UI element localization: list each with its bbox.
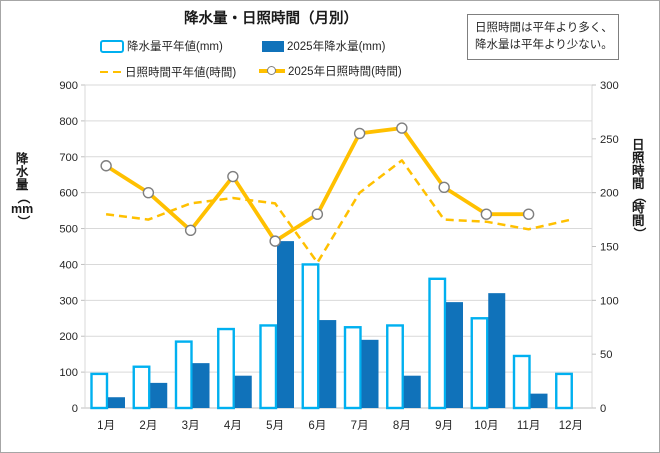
line-sunshine-2025 [104, 126, 531, 243]
marker-sunshine-2025 [100, 160, 112, 172]
axis-title-char: 時 [632, 201, 645, 215]
bar-precip-2025 [446, 302, 463, 408]
x-tick-label: 2月 [139, 420, 157, 432]
line-sunshine-normal [105, 159, 572, 264]
x-tick-label: 5月 [266, 420, 284, 432]
bar-precip-normal [470, 317, 489, 410]
annotation-note-box: 日照時間は平年より多く、 降水量は平年より少ない。 [467, 14, 619, 60]
x-tick-label: 7月 [351, 420, 369, 432]
precip-2025-swatch-icon [262, 40, 284, 52]
y-left-tick-label: 800 [59, 116, 78, 128]
axis-title-char: （ [15, 191, 30, 204]
marker-sunshine-2025 [353, 127, 366, 140]
note-line-1: 日照時間は平年より多く、 [475, 22, 613, 34]
y-left-tick-label: 400 [59, 259, 78, 271]
bar-precip-normal [217, 327, 235, 410]
y-right-tick-label: 250 [600, 134, 619, 146]
sunshine-normal-dash-icon [100, 70, 122, 74]
bar-precip-2025 [403, 375, 421, 408]
axis-title-char: 量 [15, 178, 29, 192]
precip-normal-swatch-icon [100, 39, 124, 53]
bar-precip-normal [174, 340, 193, 410]
bar-precip-2025 [150, 382, 168, 408]
legend-item-precip-2025: 2025年降水量(mm) [262, 38, 385, 54]
marker-sunshine-2025 [269, 235, 281, 247]
x-tick-label: 11月 [517, 420, 540, 432]
y-left-tick-label: 700 [59, 152, 78, 164]
legend-item-sunshine-normal: 日照時間平年値(時間) [100, 64, 236, 80]
bar-precip-normal [428, 277, 447, 410]
bar-precip-normal [343, 326, 362, 410]
bar-precip-normal [301, 263, 320, 410]
legend-label-precip-normal: 降水量平年値(mm) [127, 41, 223, 53]
axis-title-char: 降 [15, 152, 29, 166]
marker-sunshine-2025 [438, 181, 450, 193]
legend-item-precip-normal: 降水量平年値(mm) [100, 38, 223, 54]
marker-sunshine-2025 [142, 186, 155, 199]
bar-precip-2025 [319, 320, 337, 408]
x-tick-label: 4月 [224, 420, 242, 432]
bar-precip-normal [90, 372, 109, 410]
marker-sunshine-2025 [480, 208, 493, 220]
legend-label-sunshine-2025: 2025年日照時間(時間) [288, 66, 402, 78]
chart-title: 降水量・日照時間（月別） [184, 11, 358, 27]
y-right-tick-label: 50 [600, 349, 612, 361]
bar-precip-2025 [277, 241, 294, 408]
bar-precip-normal [555, 372, 573, 410]
axis-title-char: 時 [632, 164, 645, 178]
y-left-tick-label: 200 [59, 331, 78, 343]
bar-precip-normal [259, 324, 278, 410]
x-tick-label: 3月 [182, 420, 200, 432]
bar-precip-normal [132, 365, 151, 410]
axis-title-char: （ [631, 190, 646, 203]
y-left-tick-label: 300 [59, 295, 78, 307]
axis-title-char: ） [15, 215, 30, 228]
y-right-tick-label: 200 [600, 188, 619, 200]
y-axis-right-title: 日照時間（時間） [631, 138, 646, 240]
x-tick-label: 8月 [393, 420, 411, 432]
legend-label-precip-2025: 2025年降水量(mm) [287, 41, 386, 53]
x-tick-label: 6月 [308, 420, 326, 432]
bar-precip-normal [512, 354, 531, 410]
y-left-tick-label: 600 [59, 188, 78, 200]
x-tick-label: 9月 [435, 420, 453, 432]
axis-title-char: mm [11, 202, 34, 216]
axis-title-char: 水 [15, 165, 29, 179]
axis-title-char: 間 [632, 177, 645, 191]
x-tick-label: 12月 [559, 420, 583, 432]
marker-sunshine-2025 [522, 208, 535, 220]
bar-precip-normal [386, 324, 404, 410]
bar-precip-2025 [530, 393, 548, 408]
bar-precip-2025 [234, 375, 252, 408]
y-right-tick-label: 0 [600, 403, 606, 415]
y-left-tick-label: 900 [59, 80, 78, 92]
x-tick-label: 10月 [474, 420, 498, 432]
y-right-tick-label: 150 [600, 242, 619, 254]
bar-precip-2025 [488, 293, 506, 408]
marker-sunshine-2025 [311, 208, 324, 220]
y-left-tick-label: 500 [59, 224, 78, 236]
y-left-tick-label: 0 [72, 403, 78, 415]
y-left-tick-label: 100 [59, 367, 78, 379]
sunshine-2025-line-marker-icon [259, 66, 285, 75]
bar-precip-2025 [361, 339, 379, 408]
marker-sunshine-2025 [396, 122, 408, 134]
bar-precip-2025 [192, 363, 210, 408]
marker-sunshine-2025 [227, 170, 239, 183]
note-line-2: 降水量は平年より少ない。 [475, 39, 613, 51]
axis-title-char: 間 [632, 214, 645, 228]
marker-sunshine-2025 [184, 224, 197, 237]
legend-item-sunshine-2025: 2025年日照時間(時間) [259, 63, 402, 79]
legend-label-sunshine-normal: 日照時間平年値(時間) [125, 67, 237, 79]
x-tick-label: 1月 [97, 420, 115, 432]
axis-title-char: ） [631, 227, 646, 240]
y-axis-left-title: 降水量（mm） [11, 152, 34, 228]
axis-title-char: 照 [632, 151, 645, 165]
y-right-tick-label: 100 [600, 295, 619, 307]
bar-precip-2025 [108, 397, 125, 408]
axis-title-char: 日 [632, 138, 645, 152]
y-right-tick-label: 300 [600, 80, 619, 92]
